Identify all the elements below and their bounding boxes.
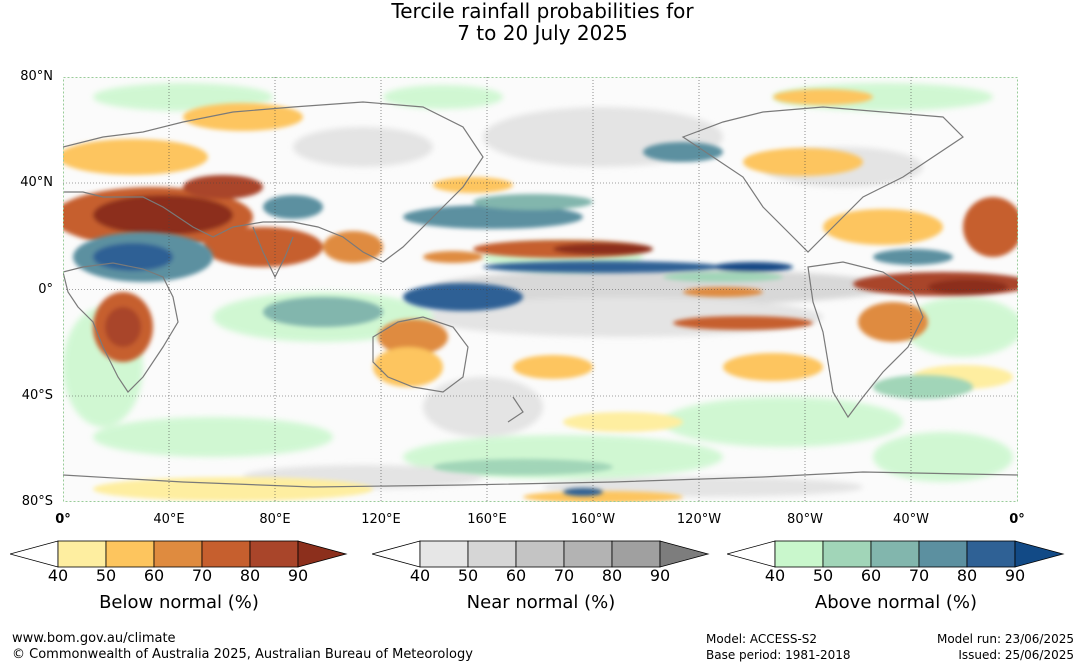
lon-label-0: 0° [55, 512, 71, 527]
colorbar-segment [822, 540, 872, 568]
legend-title-below: Below normal (%) [99, 592, 259, 613]
tick-below-80: 80 [239, 566, 261, 585]
tick-near-50: 50 [457, 566, 479, 585]
tick-near-90: 90 [649, 566, 671, 585]
tick-near-80: 80 [601, 566, 623, 585]
colorbar-segment [57, 540, 107, 568]
lon-label-80w: 80°W [787, 512, 823, 527]
colorbar-segment [201, 540, 251, 568]
colorbar-segment [467, 540, 517, 568]
tick-below-70: 70 [191, 566, 213, 585]
lat-label-80n: 80°N [20, 69, 53, 84]
footer-model: Model: ACCESS-S2 [706, 632, 818, 646]
footer-url: www.bom.gov.au/climate [12, 631, 176, 646]
colorbar-near-normal [372, 540, 710, 568]
colorbar-segment [419, 540, 469, 568]
tick-above-80: 80 [956, 566, 978, 585]
lat-label-80s: 80°S [21, 494, 53, 509]
tick-above-60: 60 [860, 566, 882, 585]
colorbar-right-arrow [659, 540, 710, 568]
lon-label-80e: 80°E [259, 512, 291, 527]
footer-model-run: Model run: 23/06/2025 [936, 632, 1074, 646]
lon-label-160e: 160°E [467, 512, 507, 527]
tick-above-90: 90 [1004, 566, 1026, 585]
colorbar-left-arrow [10, 540, 59, 568]
rainfall-probability-map [63, 77, 1018, 502]
tick-below-90: 90 [287, 566, 309, 585]
colorbar-segment [774, 540, 824, 568]
tick-near-40: 40 [409, 566, 431, 585]
tick-below-50: 50 [95, 566, 117, 585]
lat-label-40n: 40°N [20, 175, 53, 190]
lon-label-120e: 120°E [361, 512, 401, 527]
tick-above-70: 70 [908, 566, 930, 585]
lat-label-0: 0° [38, 282, 53, 297]
lon-label-40w: 40°W [893, 512, 929, 527]
colorbar-left-arrow [727, 540, 776, 568]
legend-title-above: Above normal (%) [814, 592, 978, 613]
tick-near-60: 60 [505, 566, 527, 585]
lon-label-120w: 120°W [676, 512, 722, 527]
chart-title-line1: Tercile rainfall probabilities for [391, 0, 694, 23]
colorbar-segment [515, 540, 565, 568]
legend-title-near: Near normal (%) [466, 592, 616, 613]
colorbar-segment [153, 540, 203, 568]
lat-label-40s: 40°S [21, 388, 53, 403]
colorbar-below-normal [10, 540, 348, 568]
tick-near-70: 70 [553, 566, 575, 585]
lon-label-0-right: 0° [1009, 512, 1025, 527]
colorbar-right-arrow [297, 540, 348, 568]
tick-above-40: 40 [764, 566, 786, 585]
footer-issued: Issued: 25/06/2025 [958, 648, 1074, 662]
colorbar-segment [966, 540, 1016, 568]
lon-label-40e: 40°E [153, 512, 185, 527]
tick-below-40: 40 [47, 566, 69, 585]
colorbar-segment [249, 540, 299, 568]
colorbar-segment [563, 540, 613, 568]
colorbar-right-arrow [1014, 540, 1065, 568]
colorbar-segment [611, 540, 661, 568]
colorbar-segment [105, 540, 155, 568]
colorbar-left-arrow [372, 540, 421, 568]
footer-copyright: © Commonwealth of Australia 2025, Austra… [12, 647, 473, 662]
lon-label-160w: 160°W [570, 512, 616, 527]
tick-above-50: 50 [812, 566, 834, 585]
chart-title-line2: 7 to 20 July 2025 [457, 21, 628, 45]
map-svg [63, 77, 1018, 502]
footer-base-period: Base period: 1981-2018 [706, 648, 851, 662]
colorbar-segment [870, 540, 920, 568]
colorbar-above-normal [727, 540, 1065, 568]
tick-below-60: 60 [143, 566, 165, 585]
colorbar-segment [918, 540, 968, 568]
